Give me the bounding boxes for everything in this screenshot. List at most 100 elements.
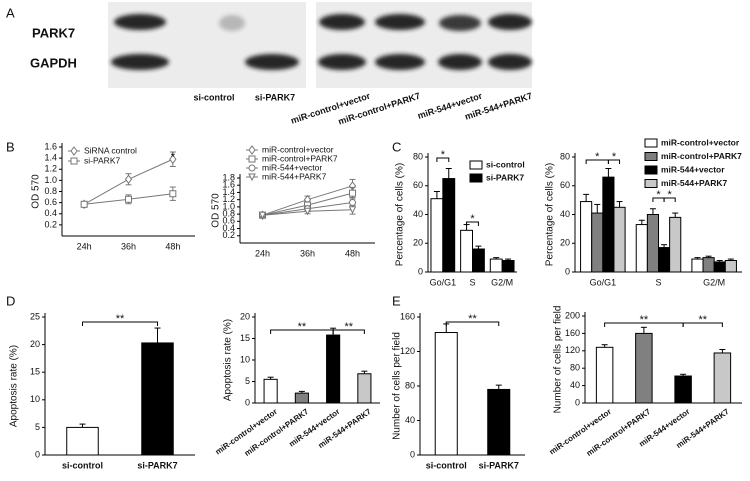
x-tick-label: Go/G1 — [430, 277, 457, 287]
bar — [702, 257, 715, 273]
annotation: * — [441, 149, 446, 161]
significance-bracket — [436, 157, 450, 162]
blot-band — [318, 54, 366, 70]
y-tick-label: 120 — [400, 346, 415, 356]
bar — [713, 352, 732, 404]
y-tick-label: 160 — [400, 311, 415, 321]
y-tick-label: 80 — [405, 380, 415, 390]
y-tick-label: 1.8 — [222, 172, 235, 182]
panel-label: D — [6, 293, 15, 308]
y-tick-label: 1.6 — [44, 141, 57, 151]
y-tick-label: 1.4 — [44, 153, 57, 163]
bar — [294, 392, 309, 404]
panel-label: C — [392, 139, 401, 154]
marker — [258, 211, 267, 220]
y-tick-label: 1.0 — [44, 175, 57, 185]
lane-label: si-control — [193, 92, 234, 102]
bar — [472, 248, 485, 273]
y-axis-label: Apoptosis rate (%) — [223, 319, 234, 401]
legend-swatch — [644, 179, 658, 188]
blot-band — [111, 54, 169, 70]
y-tick-label: 200 — [565, 310, 580, 320]
y-tick-label: 1.2 — [222, 194, 235, 204]
y-axis-label: Apoptosis rate (%) — [9, 345, 20, 427]
x-tick-label: 48h — [345, 248, 360, 258]
annotation: ** — [468, 313, 477, 325]
x-tick-label: si-PARK7 — [137, 460, 177, 470]
y-tick-label: 0.8 — [222, 208, 235, 218]
significance-bracket — [82, 321, 158, 326]
annotation: ** — [116, 313, 125, 325]
y-tick-label: 10 — [30, 394, 40, 404]
x-tick-label: G2/M — [491, 277, 513, 287]
x-tick-label: miR-544+PARK7 — [317, 407, 374, 450]
significance-bracket — [332, 329, 365, 334]
annotation: ** — [640, 314, 649, 326]
y-tick-label: 40 — [413, 209, 423, 219]
y-tick-label: 40 — [560, 209, 570, 219]
lane-label: si-PARK7 — [255, 92, 295, 102]
legend-swatch — [644, 152, 658, 161]
blot-band — [488, 14, 532, 30]
significance-bracket — [607, 159, 621, 164]
y-tick-label: 20 — [560, 238, 570, 248]
bar — [691, 258, 704, 273]
significance-bracket — [663, 197, 676, 202]
bar — [646, 214, 659, 273]
y-tick-label: 80 — [570, 363, 580, 373]
y-tick-label: 1.2 — [44, 164, 57, 174]
bar — [595, 346, 614, 404]
annotation: * — [656, 189, 661, 201]
y-tick-label: 5 — [35, 422, 40, 432]
bar — [669, 216, 682, 273]
annotation: ** — [298, 321, 307, 333]
x-tick-label: S — [655, 277, 661, 287]
bar — [434, 332, 458, 456]
y-tick-label: 0 — [245, 397, 250, 407]
x-tick-label: 24h — [255, 248, 270, 258]
blot-band — [438, 54, 482, 70]
blot-band — [319, 14, 365, 30]
marker — [169, 190, 177, 198]
y-tick-label: 160 — [565, 328, 580, 338]
x-tick-label: si-control — [62, 460, 103, 470]
y-tick-label: 0.8 — [44, 186, 57, 196]
significance-bracket — [682, 322, 723, 327]
blot-band — [375, 14, 425, 30]
y-axis-label: OD 570 — [211, 193, 222, 228]
bar — [357, 373, 372, 404]
bar — [501, 260, 515, 273]
blot-row-label: PARK7 — [32, 25, 75, 40]
y-tick-label: 20 — [30, 339, 40, 349]
marker — [349, 199, 356, 207]
legend-label: si-control — [486, 159, 525, 169]
marker — [124, 174, 133, 185]
marker — [248, 145, 256, 155]
x-tick-label: Go/G1 — [590, 277, 617, 287]
marker — [169, 154, 177, 165]
y-tick-label: 60 — [413, 180, 423, 190]
x-tick-label: S — [469, 277, 475, 287]
bar — [141, 342, 174, 456]
legend-label: miR-544+PARK7 — [661, 178, 727, 188]
x-tick-label: 48h — [165, 241, 180, 251]
legend-label: SiRNA control — [84, 145, 137, 155]
y-tick-label: 1.6 — [222, 180, 235, 190]
y-tick-label: 80 — [413, 151, 423, 161]
x-tick-label: 36h — [300, 248, 315, 258]
bar — [430, 198, 444, 273]
bar — [613, 206, 626, 273]
y-tick-label: 1.4 — [222, 187, 235, 197]
bar — [442, 178, 456, 273]
annotation: * — [170, 150, 175, 164]
bar — [602, 176, 615, 273]
bar — [635, 224, 648, 273]
bar — [489, 258, 503, 273]
legend-label: miR-544+vector — [661, 164, 725, 174]
y-tick-label: 5 — [245, 376, 250, 386]
legend-label: miR-control+PARK7 — [262, 153, 338, 163]
legend-swatch — [644, 165, 658, 175]
annotation: * — [612, 151, 617, 163]
y-tick-label: 0.6 — [44, 197, 57, 207]
